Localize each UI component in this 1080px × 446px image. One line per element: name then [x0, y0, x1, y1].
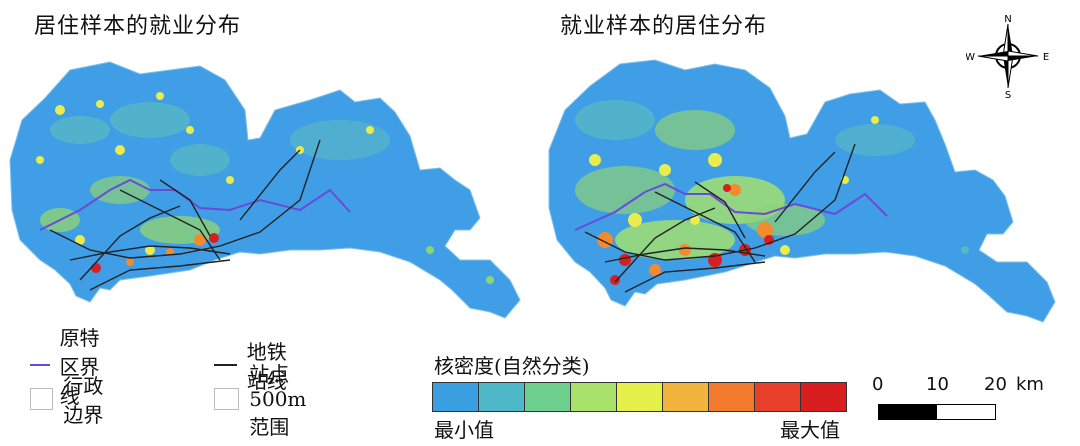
- compass-w: W: [966, 52, 975, 63]
- scale-tick-0: 0: [872, 374, 884, 395]
- density-legend-title: 核密度(自然分类): [434, 354, 590, 378]
- compass-n: N: [1004, 14, 1011, 25]
- ramp-class-8: [755, 383, 801, 411]
- ramp-class-7: [709, 383, 755, 411]
- density-color-ramp: [432, 382, 847, 412]
- density-max-label: 最大值: [780, 418, 840, 442]
- map-title-right: 就业样本的居住分布: [560, 14, 768, 39]
- map-right: [548, 59, 1056, 323]
- map-left: [9, 61, 521, 319]
- legend-label-metro-line: 地铁站线: [246, 340, 287, 393]
- ramp-class-4: [571, 383, 617, 411]
- ramp-class-3: [525, 383, 571, 411]
- legend-label-admin-boundary: 行政边界: [63, 374, 104, 427]
- scale-bar: 0 10 20 km: [868, 374, 1068, 434]
- ramp-class-2: [479, 383, 525, 411]
- station-buffer-swatch: [214, 388, 240, 410]
- density-min-label: 最小值: [434, 418, 494, 442]
- compass-e: E: [1043, 52, 1049, 63]
- scale-unit: km: [1016, 374, 1044, 395]
- scale-tick-20: 20: [984, 374, 1007, 395]
- legend-label-sez-boundary: 原特区界线: [59, 325, 100, 408]
- ramp-class-5: [617, 383, 663, 411]
- scale-bar-graphic: [878, 404, 996, 420]
- compass-s: S: [1005, 90, 1011, 98]
- map-title-left: 居住样本的就业分布: [34, 14, 242, 39]
- admin-boundary-swatch: [30, 388, 54, 410]
- ramp-class-6: [663, 383, 709, 411]
- metro-lines-right: [584, 143, 856, 293]
- legend-item-admin-boundary: 行政边界: [30, 374, 104, 427]
- metro-lines-left: [49, 139, 321, 291]
- scale-tick-10: 10: [926, 374, 949, 395]
- legend-item-station-buffer: 站点500m范围: [214, 362, 325, 439]
- north-arrow-icon: N S W E: [966, 14, 1049, 98]
- legend-item-sez-boundary: 原特区界线: [30, 326, 104, 408]
- territory-outline-left: [9, 61, 521, 319]
- legend-item-metro-line: 地铁站线: [214, 340, 288, 393]
- ramp-class-1: [433, 383, 479, 411]
- legend-label-station-buffer: 站点500m范围: [249, 362, 307, 439]
- density-blobs-left: [36, 92, 494, 284]
- sez-boundary-right: [574, 182, 888, 231]
- metro-line-swatch: [214, 364, 237, 366]
- ramp-class-9: [801, 383, 846, 411]
- sez-boundary-swatch: [30, 364, 50, 366]
